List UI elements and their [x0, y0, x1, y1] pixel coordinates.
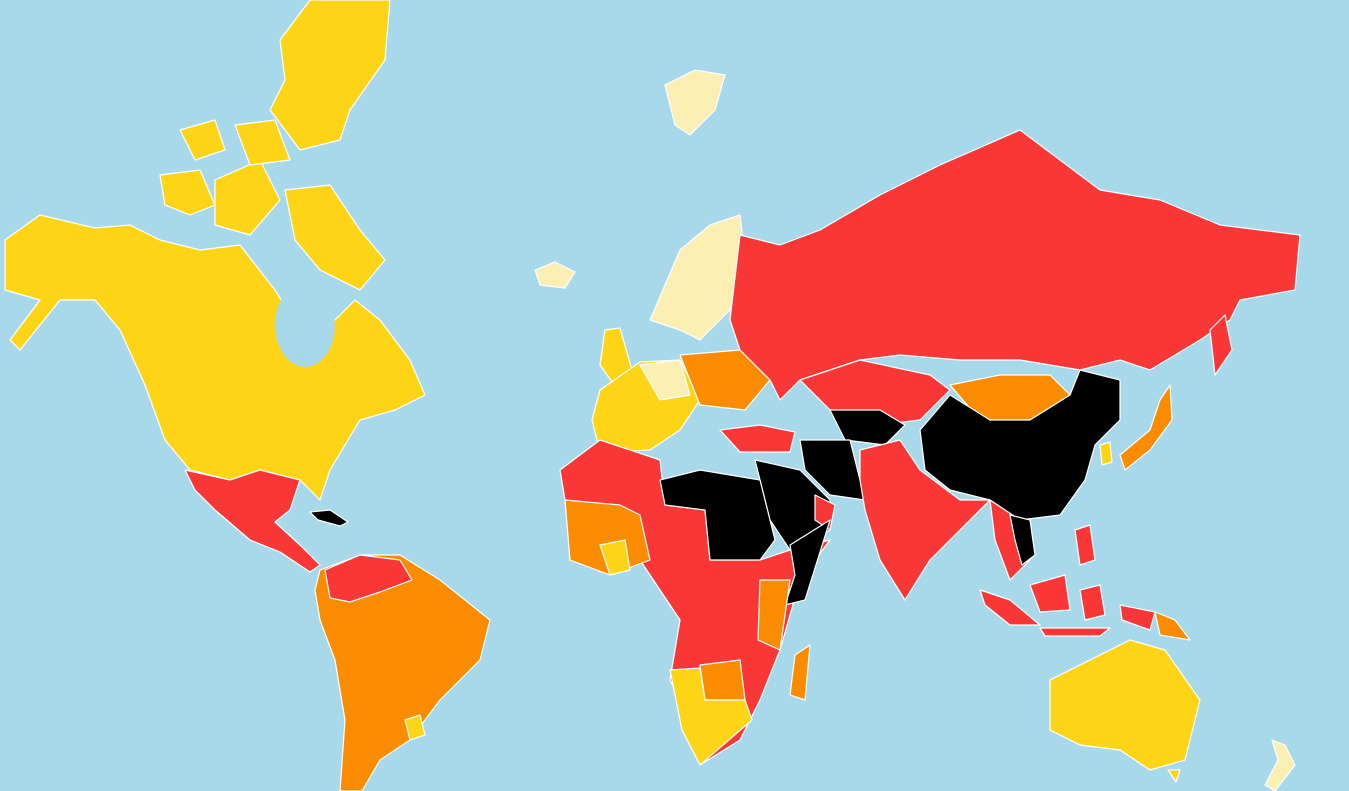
region-west-africa-yellow[interactable]: [599, 539, 631, 576]
region-greenland[interactable]: [269, 0, 391, 151]
region-indonesia[interactable]: [1079, 584, 1106, 621]
region-svalbard[interactable]: [664, 69, 726, 136]
region-arctic-islands[interactable]: [284, 184, 386, 291]
region-north-america[interactable]: [4, 214, 426, 501]
region-papua-new-guinea[interactable]: [1154, 611, 1191, 641]
region-indonesia[interactable]: [1039, 627, 1111, 637]
region-new-zealand[interactable]: [1264, 739, 1296, 791]
region-uruguay[interactable]: [404, 714, 426, 741]
region-turkey[interactable]: [719, 424, 796, 453]
region-australia[interactable]: [1049, 639, 1201, 771]
region-southern-africa-orange[interactable]: [699, 659, 746, 701]
region-indonesia[interactable]: [979, 589, 1041, 626]
region-south-america[interactable]: [314, 554, 491, 791]
region-indonesia[interactable]: [1029, 574, 1071, 613]
region-west-africa[interactable]: [564, 499, 651, 576]
region-mexico-central-america[interactable]: [184, 469, 321, 573]
region-iceland[interactable]: [534, 261, 576, 289]
region-madagascar[interactable]: [789, 644, 811, 701]
region-central-asia[interactable]: [829, 409, 906, 446]
region-cuba[interactable]: [309, 509, 349, 527]
region-south-asia[interactable]: [859, 439, 991, 601]
region-central-europe[interactable]: [639, 359, 691, 401]
region-philippines[interactable]: [1074, 524, 1096, 566]
region-japan[interactable]: [1119, 384, 1173, 471]
region-somalia[interactable]: [784, 519, 831, 606]
region-vietnam-laos[interactable]: [1009, 514, 1036, 566]
hudson-bay: [275, 283, 335, 367]
region-venezuela-colombia[interactable]: [324, 554, 413, 603]
region-east-africa[interactable]: [757, 579, 791, 651]
region-eastern-europe[interactable]: [679, 349, 771, 411]
region-south-korea[interactable]: [1099, 441, 1113, 466]
region-arctic-islands[interactable]: [234, 119, 291, 166]
region-kamchatka-sakhalin[interactable]: [1209, 314, 1233, 376]
region-tasmania[interactable]: [1167, 769, 1181, 783]
region-arctic-islands[interactable]: [159, 169, 216, 216]
region-china[interactable]: [919, 369, 1121, 521]
region-iran[interactable]: [799, 439, 866, 501]
region-west-papua[interactable]: [1119, 604, 1156, 631]
region-southern-africa[interactable]: [669, 667, 753, 766]
region-north-africa[interactable]: [659, 469, 776, 561]
region-arctic-islands[interactable]: [179, 119, 226, 161]
